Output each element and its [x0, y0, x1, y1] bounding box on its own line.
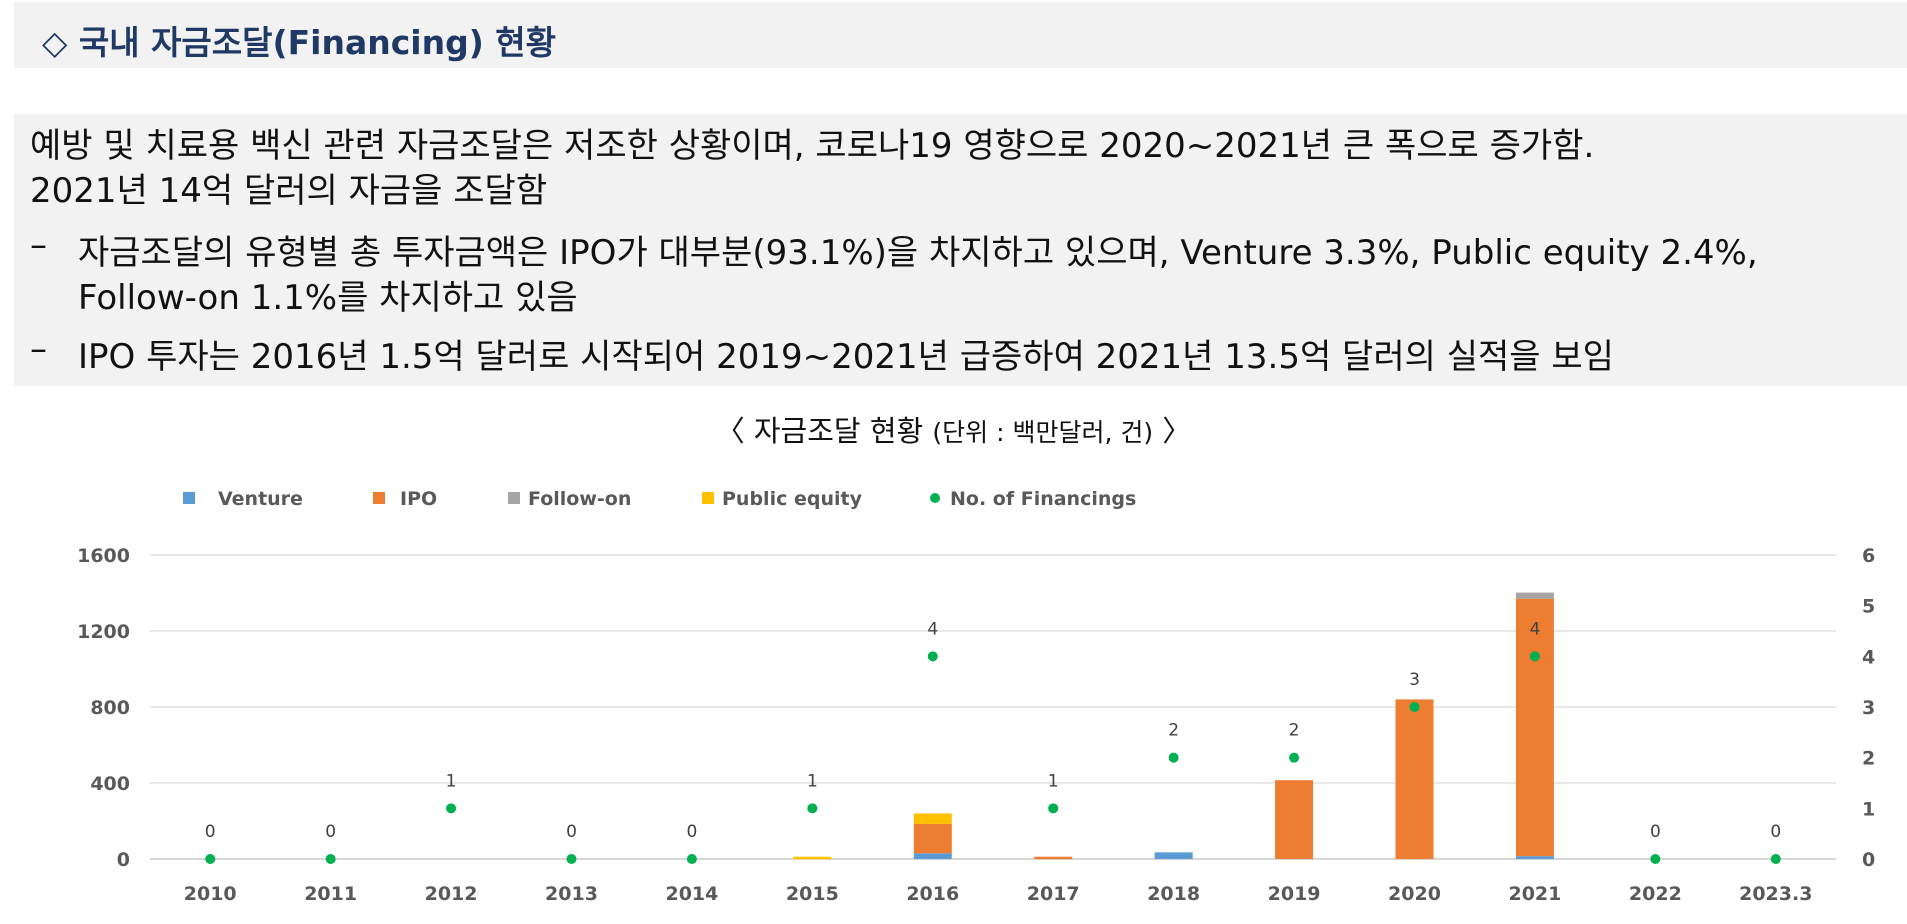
y-axis-right: 0 1 2 3 4 5 6: [1862, 545, 1875, 871]
bar-venture-2018: [1154, 852, 1193, 859]
x-tick-2020: 2020: [1388, 883, 1441, 905]
y-right-tick-2: 2: [1862, 748, 1875, 770]
bar-ipo-2016: [913, 823, 952, 854]
y-left-tick-0: 0: [117, 849, 130, 871]
point-2014: [686, 854, 697, 864]
data-label-2015: 1: [807, 771, 818, 791]
bullet-dash-2: –: [30, 329, 47, 369]
bar-public-equity-2015: [793, 856, 832, 860]
x-tick-2010: 2010: [184, 883, 237, 905]
chart-caption: 〈 자금조달 현황 (단위 : 백만달러, 건) 〉: [0, 408, 1907, 450]
bar-ipo-2020: [1395, 699, 1434, 859]
bar-venture-2021: [1515, 856, 1554, 859]
y-right-tick-6: 6: [1862, 545, 1875, 567]
point-2022: [1650, 854, 1661, 864]
point-2017: [1048, 803, 1059, 814]
x-tick-2014: 2014: [665, 883, 718, 905]
chart-legend: Venture IPO Follow-on Public equity No. of F…: [183, 488, 1136, 510]
data-label-2010: 0: [205, 822, 216, 842]
legend-marker-ipo: [373, 492, 385, 504]
x-tick-2016: 2016: [906, 883, 959, 905]
data-label-2016: 4: [927, 619, 938, 639]
data-label-2013: 0: [566, 822, 577, 842]
point-2010: [205, 854, 216, 864]
data-label-2021: 4: [1530, 619, 1541, 639]
bar-venture-2016: [913, 853, 952, 859]
y-left-tick-1600: 1600: [77, 545, 130, 567]
bar-ipo-2019: [1275, 780, 1314, 859]
data-label-2017: 1: [1048, 771, 1059, 791]
legend-label-public-equity: Public equity: [722, 488, 863, 510]
x-axis: 2010 2011 2012 2013 2014 2015 2016 2017 2018 2019…: [184, 883, 1813, 905]
chart-caption-main: 〈 자금조달 현황: [715, 414, 933, 448]
legend-label-no-of-financings: No. of Financings: [950, 488, 1136, 510]
legend-label-venture: Venture: [218, 488, 303, 510]
data-label-2012: 1: [446, 771, 457, 791]
y-right-tick-1: 1: [1862, 798, 1875, 820]
x-tick-2017: 2017: [1027, 883, 1080, 905]
point-2012: [446, 803, 457, 814]
x-tick-2018: 2018: [1147, 883, 1200, 905]
data-label-2019: 2: [1289, 721, 1300, 741]
y-right-tick-3: 3: [1862, 697, 1875, 719]
bar-follow-on-2021: [1515, 592, 1554, 599]
chart-points: 0 0 1 0 0 1 4 1 2 2 3 4 0 0: [205, 619, 1781, 864]
header-bar: [14, 2, 1907, 68]
data-label-2014: 0: [687, 822, 698, 842]
point-2021: [1529, 651, 1540, 662]
chart-caption-close: 〉: [1153, 414, 1192, 448]
point-2019: [1289, 752, 1300, 763]
data-label-2023.3: 0: [1770, 822, 1781, 842]
y-right-tick-4: 4: [1862, 646, 1875, 668]
data-label-2011: 0: [325, 822, 336, 842]
bar-ipo-2017: [1034, 856, 1073, 860]
y-right-tick-0: 0: [1862, 849, 1875, 871]
y-left-tick-1200: 1200: [77, 621, 130, 643]
chart-grid: [150, 554, 1836, 860]
financing-chart: Venture IPO Follow-on Public equity No. of F…: [77, 488, 1875, 905]
x-tick-2015: 2015: [786, 883, 839, 905]
summary-box: [14, 114, 1907, 386]
chart-caption-unit: (단위 : 백만달러, 건): [932, 418, 1154, 447]
legend-label-follow-on: Follow-on: [528, 488, 631, 510]
bar-public-equity-2016: [913, 813, 952, 824]
point-2016: [927, 651, 938, 662]
point-2018: [1168, 752, 1179, 763]
data-label-2022: 0: [1650, 822, 1661, 842]
y-left-tick-800: 800: [90, 697, 130, 719]
x-tick-2012: 2012: [425, 883, 478, 905]
y-left-tick-400: 400: [90, 773, 130, 795]
summary-line-2: 2021년 14억 달러의 자금을 조달함: [30, 171, 548, 211]
y-axis-left: 0 400 800 1200 1600: [77, 545, 130, 871]
legend-marker-no-of-financings: [930, 493, 940, 503]
chart-bars: [793, 592, 1554, 860]
bullet-1-line-1: 자금조달의 유형별 총 투자금액은 IPO가 대부분(93.1%)을 차지하고 …: [78, 233, 1758, 273]
y-right-tick-5: 5: [1862, 596, 1875, 618]
data-label-2018: 2: [1168, 721, 1179, 741]
data-label-2020: 3: [1409, 670, 1420, 690]
x-tick-2013: 2013: [545, 883, 598, 905]
x-tick-2019: 2019: [1268, 883, 1321, 905]
bar-ipo-2021: [1515, 598, 1554, 857]
bullet-1-line-2: Follow-on 1.1%를 차지하고 있음: [78, 278, 578, 318]
bullet-2-line-1: IPO 투자는 2016년 1.5억 달러로 시작되어 2019~2021년 급…: [78, 337, 1614, 377]
legend-marker-public-equity: [702, 492, 714, 504]
x-tick-2021: 2021: [1508, 883, 1561, 905]
x-tick-2011: 2011: [304, 883, 357, 905]
legend-marker-follow-on: [508, 492, 520, 504]
legend-marker-venture: [183, 492, 195, 504]
point-2023.3: [1770, 854, 1781, 864]
point-2013: [566, 854, 577, 864]
point-2011: [325, 854, 336, 864]
x-tick-2023.3: 2023.3: [1739, 883, 1812, 905]
legend-label-ipo: IPO: [400, 488, 437, 510]
page-title: ◇ 국내 자금조달(Financing) 현황: [42, 23, 556, 62]
x-tick-2022: 2022: [1629, 883, 1682, 905]
summary-line-1: 예방 및 치료용 백신 관련 자금조달은 저조한 상황이며, 코로나19 영향으…: [30, 126, 1595, 166]
point-2020: [1409, 702, 1420, 712]
point-2015: [807, 803, 818, 814]
bullet-dash-1: –: [30, 225, 47, 265]
